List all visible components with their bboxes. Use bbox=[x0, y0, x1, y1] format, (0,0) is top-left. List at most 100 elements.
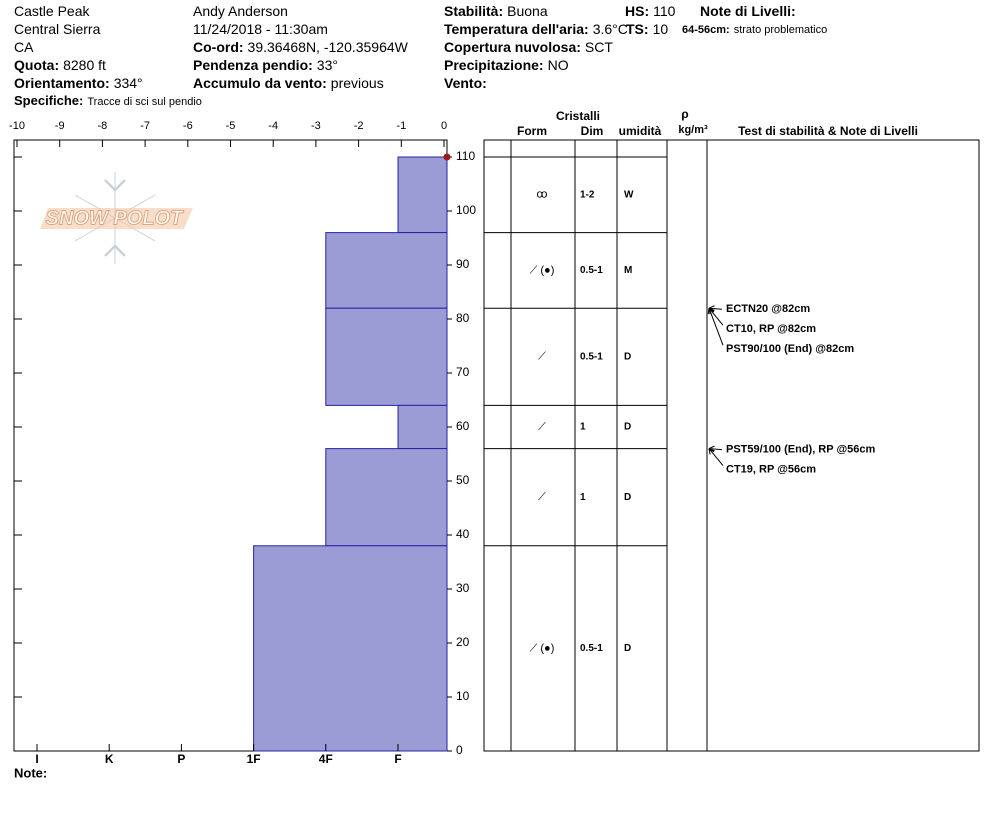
arrow-head bbox=[708, 448, 715, 452]
wind-label: Vento: bbox=[444, 75, 487, 91]
aspect-label: Orientamento: bbox=[14, 75, 110, 91]
grain-form: ꝏ bbox=[536, 189, 547, 201]
specifics-value: Tracce di sci sul pendio bbox=[87, 96, 202, 108]
snowflake bbox=[74, 172, 156, 264]
table-header: Dim bbox=[581, 124, 604, 138]
stability-test: PST59/100 (End), RP @56cm bbox=[726, 444, 876, 456]
hardness-bar bbox=[325, 232, 448, 309]
logo bbox=[40, 172, 193, 264]
ts-value: 10 bbox=[653, 21, 669, 37]
slope: Pendenza pendio: 33° bbox=[193, 57, 338, 73]
grain-size: 0.5-1 bbox=[580, 643, 603, 654]
slope-label: Pendenza pendio: bbox=[193, 57, 313, 73]
quota-value: 8280 ft bbox=[63, 57, 106, 73]
y-tick-label: 50 bbox=[456, 473, 470, 487]
note-label: Note: bbox=[14, 765, 47, 780]
y-tick-label: 110 bbox=[456, 149, 475, 163]
table-header: Test di stabilità & Note di Livelli bbox=[738, 124, 918, 138]
hardness-bar bbox=[325, 307, 448, 406]
hardness-label: F bbox=[394, 752, 401, 766]
grain-form: ⟋ bbox=[538, 421, 546, 433]
x-tick-label: -4 bbox=[268, 120, 278, 132]
arrow-head bbox=[708, 305, 715, 309]
place-value: Castle Peak bbox=[14, 3, 90, 19]
quota-label: Quota: bbox=[14, 57, 59, 73]
y-tick-label: 70 bbox=[456, 365, 470, 379]
problem-layer: 64-56cm: strato problematico bbox=[682, 24, 827, 36]
precip-label: Precipitazione: bbox=[444, 57, 544, 73]
air-temp: Temperatura dell'aria: 3.6°C bbox=[444, 21, 628, 37]
hs-value: 110 bbox=[653, 3, 676, 19]
y-tick-label: 80 bbox=[456, 311, 470, 325]
arrow-head bbox=[708, 445, 715, 450]
hs-marker bbox=[443, 153, 451, 161]
layer-notes-label: Note di Livelli: bbox=[700, 3, 796, 19]
y-tick-label: 100 bbox=[456, 203, 476, 217]
x-tick-label: -1 bbox=[396, 120, 406, 132]
grain-size: 1-2 bbox=[580, 189, 595, 200]
moisture: D bbox=[624, 351, 631, 362]
place: Castle Peak bbox=[14, 3, 90, 19]
logo-text: SNOW POLOT bbox=[46, 207, 184, 229]
precip: Precipitazione: NO bbox=[444, 57, 569, 73]
x-tick-label: -6 bbox=[183, 120, 193, 132]
stability-value: Buona bbox=[507, 3, 548, 19]
y-tick-label: 90 bbox=[456, 257, 470, 271]
grain-form: ⟋ bbox=[538, 491, 546, 503]
x-tick-label: -7 bbox=[140, 120, 150, 132]
datetime: 11/24/2018 - 11:30am bbox=[193, 21, 328, 37]
grain-form: ⟋ (●) bbox=[530, 264, 555, 276]
arrow-head bbox=[707, 308, 710, 315]
hs: HS: 110 bbox=[625, 3, 676, 19]
table-header: ρ bbox=[681, 107, 688, 121]
x-tick-label: -8 bbox=[98, 120, 108, 132]
test-arrow bbox=[708, 308, 724, 346]
hs-label: HS: bbox=[625, 3, 649, 19]
observer-value: Andy Anderson bbox=[193, 3, 288, 19]
coords-value: 39.36468N, -120.35964W bbox=[248, 39, 409, 55]
hardness-label: P bbox=[177, 752, 185, 766]
moisture: M bbox=[624, 265, 632, 276]
hardness-label: 1F bbox=[247, 752, 261, 766]
grain-form: ⟋ (●) bbox=[530, 642, 555, 654]
specifics: Specifiche: Tracce di sci sul pendio bbox=[14, 93, 202, 108]
y-tick-label: 10 bbox=[456, 689, 470, 703]
x-tick-label: -5 bbox=[226, 120, 236, 132]
coords-label: Co-ord: bbox=[193, 39, 244, 55]
x-tick-label: -9 bbox=[55, 120, 65, 132]
layer-table-frame bbox=[483, 139, 980, 752]
y-tick-label: 40 bbox=[456, 527, 470, 541]
logo-band bbox=[40, 208, 193, 229]
y-tick-label: 0 bbox=[456, 743, 463, 757]
moisture: D bbox=[624, 643, 631, 654]
place-value: CA bbox=[14, 39, 34, 55]
grain-size: 0.5-1 bbox=[580, 351, 603, 362]
hardness-label: I bbox=[35, 752, 38, 766]
slope-value: 33° bbox=[317, 57, 338, 73]
hardness-bar bbox=[397, 156, 448, 234]
arrow-head bbox=[708, 307, 714, 313]
moisture: D bbox=[624, 492, 631, 503]
stability-test: CT19, RP @56cm bbox=[726, 464, 816, 476]
x-tick-label: -3 bbox=[311, 120, 321, 132]
wind-loading-value: previous bbox=[331, 75, 384, 91]
wind-loading: Accumulo da vento: previous bbox=[193, 75, 384, 91]
hardness-bar bbox=[397, 404, 448, 450]
grain-size: 1 bbox=[580, 422, 586, 433]
test-arrow bbox=[708, 307, 724, 326]
table-header: umidità bbox=[619, 124, 662, 138]
aspect: Orientamento: 334° bbox=[14, 75, 143, 91]
aspect-value: 334° bbox=[114, 75, 143, 91]
hardness-label: K bbox=[105, 752, 114, 766]
y-tick-label: 30 bbox=[456, 581, 470, 595]
moisture: D bbox=[624, 422, 631, 433]
place-value: Central Sierra bbox=[14, 21, 101, 37]
test-arrow bbox=[708, 448, 723, 451]
hardness-bar bbox=[253, 545, 448, 752]
y-tick-label: 60 bbox=[456, 419, 470, 433]
grain-size: 1 bbox=[580, 492, 586, 503]
problem-layer-label: 64-56cm: bbox=[682, 24, 730, 36]
table-header: Form bbox=[517, 124, 547, 138]
coords: Co-ord: 39.36468N, -120.35964W bbox=[193, 39, 409, 55]
test-arrow bbox=[708, 307, 723, 310]
